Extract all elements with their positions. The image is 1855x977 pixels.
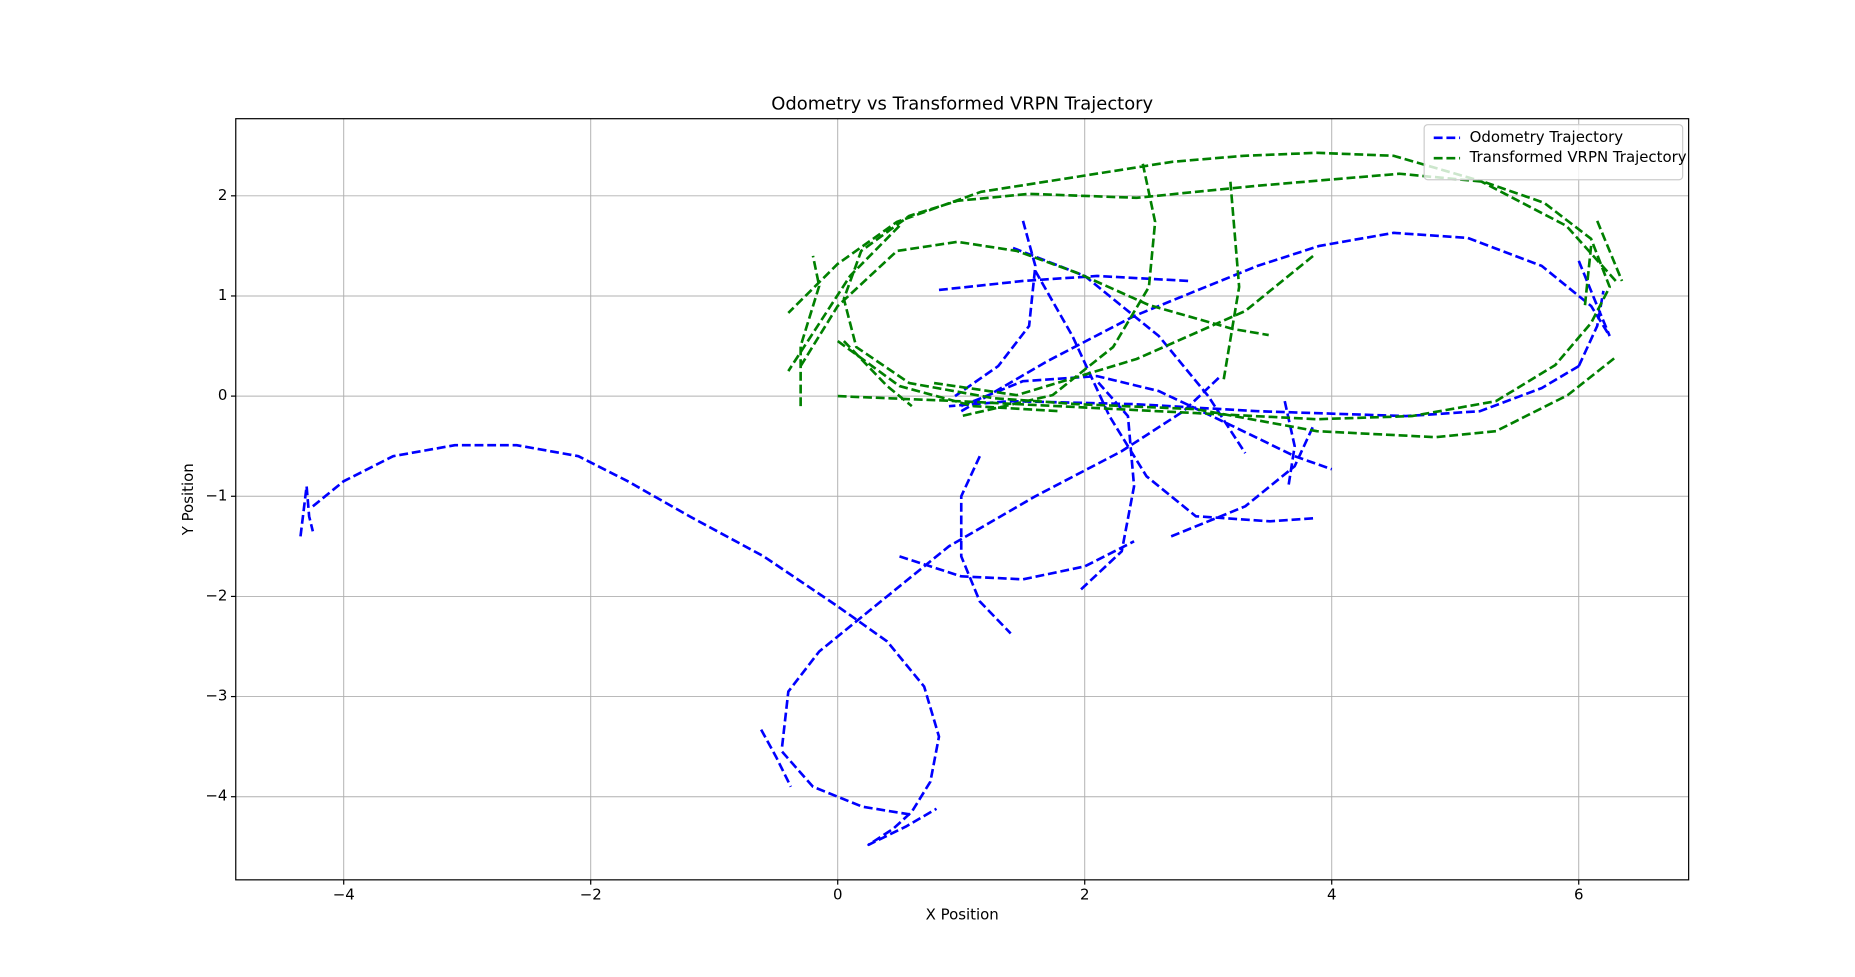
legend: Odometry Trajectory Transformed VRPN Traj… xyxy=(1423,124,1687,181)
y-tick-label: −1 xyxy=(205,486,227,504)
x-axis-label: X Position xyxy=(926,906,999,924)
y-tick-label: 1 xyxy=(218,286,228,304)
x-tick-label: 4 xyxy=(1327,885,1337,903)
x-tick-label: 2 xyxy=(1080,885,1090,903)
y-tick-label: −2 xyxy=(205,586,227,604)
y-tick-label: 2 xyxy=(218,186,228,204)
ticks: −4 −2 0 2 4 6 −4 −3 −2 −1 0 1 2 xyxy=(205,186,1583,904)
x-tick-label: −2 xyxy=(580,885,602,903)
legend-label: Odometry Trajectory xyxy=(1470,128,1624,146)
x-tick-label: −4 xyxy=(333,885,355,903)
x-tick-label: 6 xyxy=(1574,885,1584,903)
y-axis-label: Y Position xyxy=(179,463,197,536)
trajectory-line xyxy=(787,151,1624,439)
legend-label: Transformed VRPN Trajectory xyxy=(1469,148,1687,166)
legend-box xyxy=(1423,124,1684,181)
plot-frame xyxy=(235,118,1690,881)
chart-title: Odometry vs Transformed VRPN Trajectory xyxy=(771,93,1153,114)
y-tick-label: −3 xyxy=(205,687,227,705)
trajectory-line xyxy=(299,220,1611,847)
x-tick-label: 0 xyxy=(833,885,843,903)
y-tick-label: −4 xyxy=(205,787,227,805)
plot-lines xyxy=(299,151,1624,847)
y-tick-label: 0 xyxy=(218,386,228,404)
